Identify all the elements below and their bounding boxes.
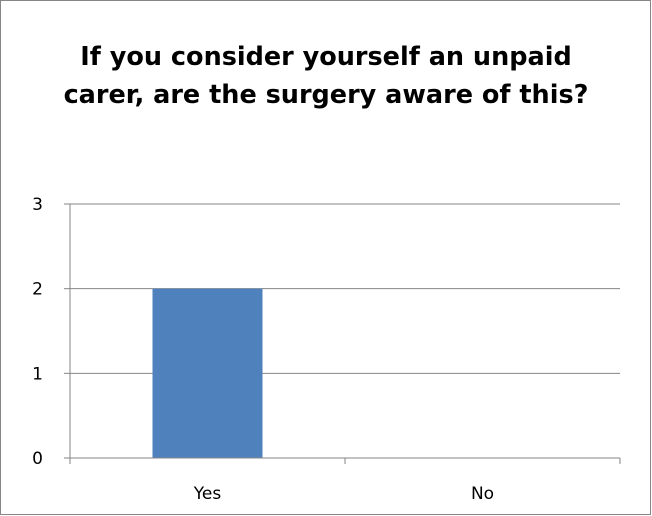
y-tick-label: 0 <box>32 449 43 469</box>
y-tick-label: 1 <box>32 364 43 384</box>
x-tick-label: Yes <box>193 484 222 504</box>
x-tick-label: No <box>471 484 494 504</box>
axes <box>64 203 621 464</box>
bars <box>152 288 263 458</box>
y-tick-label: 3 <box>32 195 43 215</box>
bar-yes <box>152 288 263 458</box>
chart-title: If you consider yourself an unpaid carer… <box>63 42 589 110</box>
y-tick-label: 2 <box>32 280 43 300</box>
tick-labels: 0 1 2 3 Yes No <box>32 195 494 504</box>
